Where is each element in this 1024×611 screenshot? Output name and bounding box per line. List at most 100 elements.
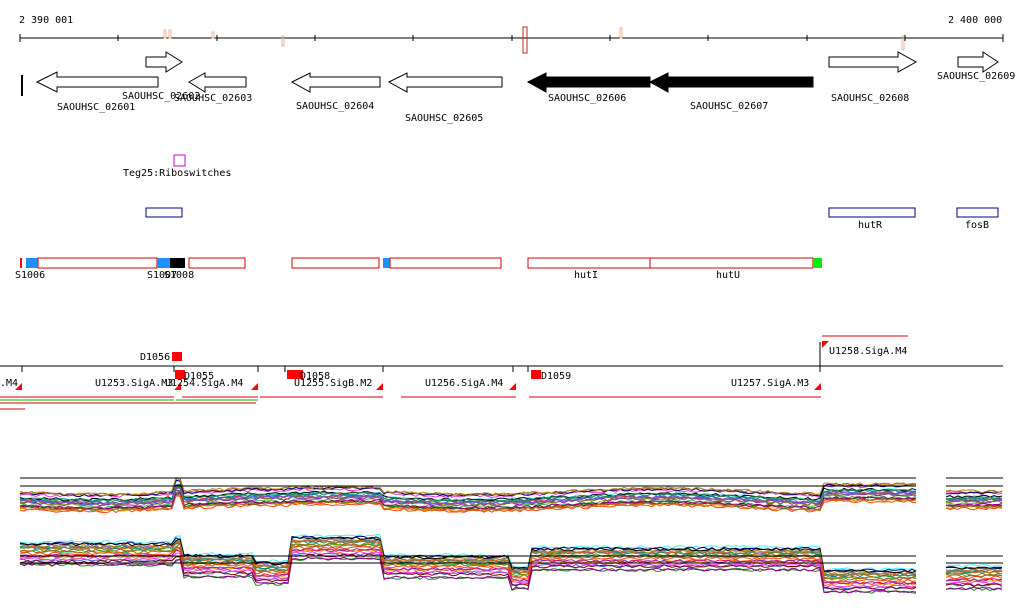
expression-profile-line [945,506,1003,511]
expression-profile-line [19,492,917,512]
d-label: D1056 [140,352,170,363]
expression-profile-line [19,556,917,594]
segment[interactable] [188,257,246,269]
gene-arrow[interactable]: SAOUHSC_02602 [122,51,200,102]
segment-marker[interactable] [26,258,38,268]
gene-arrow-selected[interactable]: SAOUHSC_02607 [648,72,814,112]
gene-arrow[interactable]: SAOUHSC_02603 [174,72,252,104]
d-label: D1059 [541,371,571,382]
promoter-label[interactable]: U1258.SigA.M4 [829,346,907,357]
promoter-label: .M4 [0,378,18,389]
d-marker[interactable] [287,370,303,379]
regulator-box[interactable]: fosB [956,207,999,231]
promoter-label[interactable]: U1254.SigA.M4 [165,378,243,389]
promoter-label[interactable]: U1253.SigA.M3 [95,378,173,389]
axis-start-label: 2 390 001 [19,15,73,26]
gene-label: SAOUHSC_02602 [122,91,200,102]
expression-profile-line [19,534,917,572]
promoter-track: D1056 D1055 D1058 D1059 .M4 U1253.SigA.M… [0,335,1003,410]
segment-label: S1008 [164,270,194,281]
gene-label: SAOUHSC_02605 [405,113,483,124]
expression-profile-line [945,578,1003,582]
segment[interactable] [527,257,651,269]
d-marker[interactable] [172,352,182,361]
expression-profile-line [945,496,1003,500]
gene-arrow[interactable]: SAOUHSC_02604 [290,72,381,112]
expression-profile-line [19,490,917,510]
segment-marker[interactable] [157,258,170,268]
regulator-label: fosB [965,220,989,231]
expression-profile-line [945,564,1003,568]
gene-arrow[interactable]: SAOUHSC_02605 [387,72,503,124]
segment-marker[interactable] [383,258,390,268]
segment-label: S1006 [15,270,45,281]
expression-profile-line [19,539,917,577]
segment-label: hutI [574,270,598,281]
gene-arrow[interactable]: SAOUHSC_02609 [937,51,1015,82]
regulator-track: hutR fosB [145,207,999,231]
promoter-label[interactable]: U1257.SigA.M3 [731,378,809,389]
gene-label: SAOUHSC_02607 [690,101,768,112]
selection-marker[interactable] [522,26,528,54]
d-label: D1058 [300,371,330,382]
expression-profile-line [19,484,917,502]
gene-label: SAOUHSC_02609 [937,71,1015,82]
expression-profile-line [945,569,1003,574]
gene-label: SAOUHSC_02608 [831,93,909,104]
riboswitch-feature[interactable]: Teg25:Riboswitches [123,154,231,179]
expression-profile-line [945,490,1003,495]
segment[interactable] [291,257,380,269]
d-marker[interactable] [175,370,185,379]
segment-label: hutU [716,270,740,281]
expression-profile-line [19,491,917,510]
expression-profile-line [19,548,917,585]
expression-profile-line [19,553,917,591]
gene-arrow[interactable]: SAOUHSC_02601 [35,71,159,113]
coordinate-axis: 2 390 001 2 400 000 [19,15,1004,54]
expression-profile-line [19,477,917,497]
expression-profile-line [19,545,917,583]
expression-profile-line [945,503,1003,507]
expression-profile-line [19,543,917,581]
expression-profile-line [19,486,917,506]
expression-profile-line [19,485,917,503]
d-marker[interactable] [531,370,541,379]
segment[interactable] [37,257,158,269]
expression-profile-line [19,550,917,588]
expression-profile-line [945,582,1003,587]
regulator-box[interactable] [145,207,183,218]
expression-profile-line [946,505,1003,510]
expression-profile-line [19,552,916,590]
segment-marker[interactable] [170,258,185,268]
expression-profile-line [945,574,1003,578]
segment-marker[interactable] [813,258,822,268]
expression-profile-line [19,536,917,574]
axis-end-label: 2 400 000 [948,15,1002,26]
expression-profile-line [19,494,917,513]
riboswitch-label: Teg25:Riboswitches [123,168,231,179]
gene-label: SAOUHSC_02603 [174,93,252,104]
expression-profile-line [945,586,1003,591]
expression-profile-line [945,580,1003,585]
promoter-label[interactable]: U1255.SigB.M2 [294,378,372,389]
gene-track: SAOUHSC_02601 SAOUHSC_02602 SAOUHSC_0260… [21,51,1015,124]
regulator-box[interactable]: hutR [828,207,916,231]
segment[interactable] [389,257,502,269]
expression-profile-line [945,566,1003,570]
gene-label: SAOUHSC_02601 [57,102,135,113]
promoter-label[interactable]: U1256.SigA.M4 [425,378,503,389]
gene-label: SAOUHSC_02606 [548,93,626,104]
segment-label: S1007 [147,270,177,281]
gene-arrow-selected[interactable]: SAOUHSC_02606 [526,72,651,104]
expression-profile-panel-top [19,477,1003,514]
expression-profile-panel-bottom [19,534,1003,594]
expression-profile-line [945,575,1003,580]
segment[interactable] [649,257,814,269]
expression-profile-line [945,498,1003,503]
regulator-label: hutR [858,220,883,231]
expression-profile-line [19,479,917,498]
gene-label: SAOUHSC_02604 [296,101,374,112]
expression-profiles [19,477,1003,594]
gene-arrow[interactable]: SAOUHSC_02608 [828,51,918,104]
